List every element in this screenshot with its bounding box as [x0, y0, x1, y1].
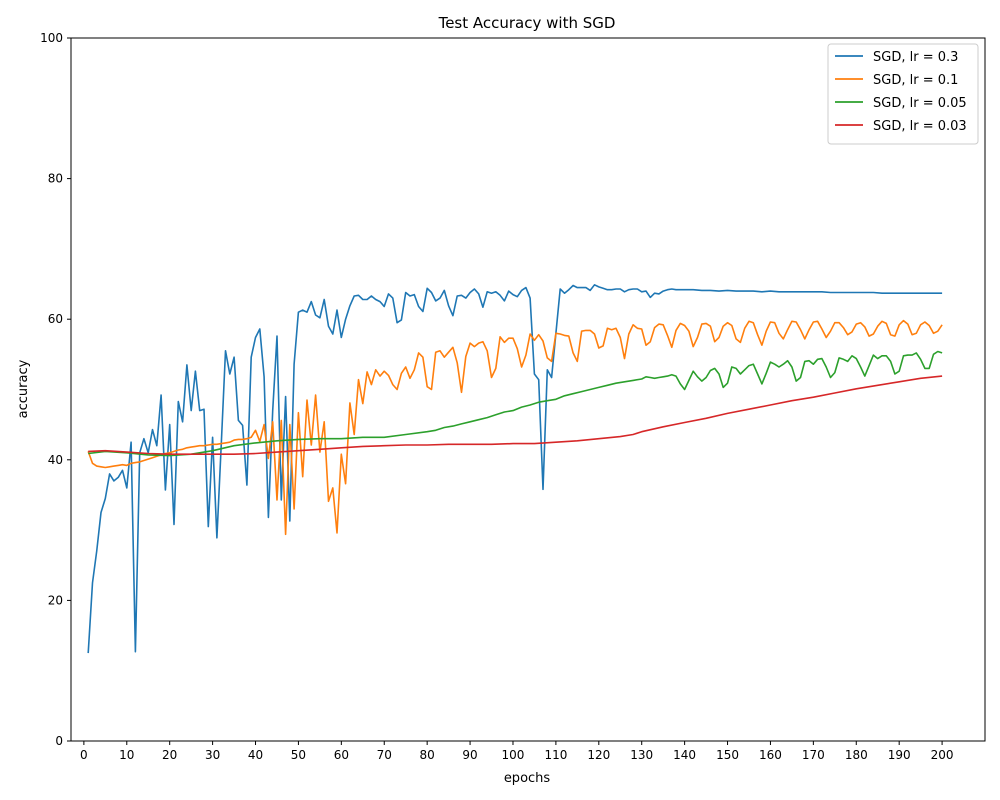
x-tick-label: 190	[888, 748, 911, 762]
axes: 0 10 20 30 40 50 60 70 80 90 100 110 120 130 140 150 160…	[40, 31, 986, 762]
plot-area	[87, 284, 943, 654]
plot-frame	[70, 37, 986, 742]
series-line-4	[88, 375, 943, 455]
x-tick-label: 150	[716, 748, 739, 762]
x-axis-label: epochs	[504, 771, 551, 786]
x-tick-label: 160	[759, 748, 782, 762]
legend-box	[827, 43, 979, 145]
x-tick-label: 180	[845, 748, 868, 762]
x-tick-label: 110	[544, 748, 567, 762]
y-tick-label: 0	[55, 734, 63, 748]
y-axis-label: accuracy	[16, 359, 31, 418]
legend-label: SGD, lr = 0.05	[873, 96, 967, 111]
legend-label: SGD, lr = 0.03	[873, 119, 967, 134]
x-tick-label: 10	[119, 748, 134, 762]
x-tick-label: 130	[630, 748, 653, 762]
y-tick-label: 20	[48, 593, 63, 607]
x-tick-label: 0	[80, 748, 88, 762]
series-line-2	[87, 319, 943, 536]
legend-label: SGD, lr = 0.3	[873, 50, 958, 65]
y-tick-label: 40	[48, 453, 63, 467]
series-line-3	[88, 350, 943, 457]
x-tick-label: 90	[462, 748, 477, 762]
x-tick-label: 50	[291, 748, 306, 762]
x-tick-label: 100	[502, 748, 525, 762]
x-tick-label: 30	[205, 748, 220, 762]
x-tick-label: 60	[334, 748, 349, 762]
x-tick-label: 200	[931, 748, 954, 762]
y-tick-label: 60	[48, 312, 63, 326]
legend-label: SGD, lr = 0.1	[873, 73, 958, 88]
chart-title: Test Accuracy with SGD	[438, 14, 616, 32]
series-line-1	[87, 284, 943, 654]
x-tick-label: 170	[802, 748, 825, 762]
x-tick-label: 140	[673, 748, 696, 762]
y-tick-label: 100	[40, 31, 63, 45]
y-tick-label: 80	[48, 172, 63, 186]
x-tick-label: 120	[587, 748, 610, 762]
x-tick-label: 40	[248, 748, 263, 762]
legend: SGD, lr = 0.3 SGD, lr = 0.1 SGD, lr = 0.05…	[827, 43, 979, 145]
x-tick-label: 80	[420, 748, 435, 762]
x-tick-label: 70	[377, 748, 392, 762]
x-tick-label: 20	[162, 748, 177, 762]
